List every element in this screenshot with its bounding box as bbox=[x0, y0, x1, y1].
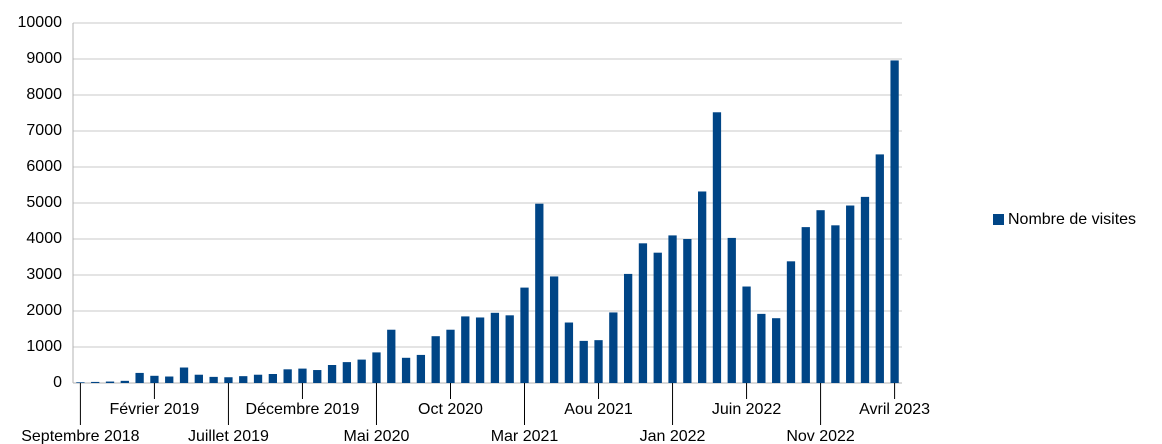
bar bbox=[401, 357, 411, 383]
bar bbox=[268, 374, 277, 383]
x-tick-label: Nov 2022 bbox=[786, 428, 855, 444]
x-tick-label: Mar 2021 bbox=[491, 428, 559, 444]
bar bbox=[712, 112, 722, 383]
bar bbox=[860, 196, 870, 383]
x-tick-label: Avril 2023 bbox=[859, 401, 930, 418]
bar bbox=[549, 276, 559, 383]
bar bbox=[786, 261, 796, 383]
bar bbox=[609, 312, 618, 383]
legend-swatch bbox=[993, 214, 1004, 225]
bar bbox=[846, 205, 855, 383]
y-tick-label: 7000 bbox=[26, 122, 62, 139]
bar bbox=[194, 374, 203, 383]
bar bbox=[342, 362, 352, 383]
bar bbox=[91, 381, 100, 383]
bar bbox=[446, 329, 455, 383]
bar bbox=[727, 237, 736, 383]
x-tick-label: Décembre 2019 bbox=[246, 401, 360, 418]
bar bbox=[150, 375, 159, 383]
x-tick-label: Février 2019 bbox=[110, 401, 200, 418]
bar bbox=[372, 352, 381, 383]
bar bbox=[298, 368, 307, 383]
bar bbox=[564, 322, 574, 383]
x-tick-label: Juin 2022 bbox=[712, 401, 781, 418]
bar bbox=[120, 380, 129, 383]
bar bbox=[683, 239, 692, 383]
bar bbox=[816, 210, 825, 383]
bar bbox=[801, 227, 810, 383]
y-tick-label: 4000 bbox=[26, 230, 62, 247]
bar bbox=[357, 359, 366, 383]
y-tick-label: 10000 bbox=[18, 14, 63, 31]
bar bbox=[890, 60, 899, 383]
bar bbox=[668, 235, 677, 383]
bar bbox=[475, 317, 485, 383]
bar bbox=[535, 203, 544, 383]
bar bbox=[239, 376, 248, 383]
bar bbox=[76, 382, 85, 383]
x-tick-label: Juillet 2019 bbox=[188, 428, 269, 444]
bar bbox=[135, 372, 144, 383]
y-tick-label: 9000 bbox=[26, 50, 62, 67]
bar bbox=[327, 365, 337, 383]
y-tick-label: 3000 bbox=[26, 266, 62, 283]
x-tick-label: Aou 2021 bbox=[564, 401, 633, 418]
bar bbox=[224, 377, 233, 383]
legend-label: Nombre de visites bbox=[1008, 211, 1136, 228]
bar bbox=[757, 313, 766, 383]
bar bbox=[875, 154, 884, 383]
bar bbox=[283, 369, 292, 383]
bar bbox=[209, 376, 218, 383]
bar bbox=[742, 286, 751, 383]
bar bbox=[416, 354, 426, 383]
bar bbox=[772, 318, 781, 383]
bar bbox=[490, 312, 500, 383]
bar bbox=[313, 370, 322, 383]
y-tick-label: 5000 bbox=[26, 194, 62, 211]
y-tick-label: 0 bbox=[53, 374, 62, 391]
x-tick-label: Septembre 2018 bbox=[21, 428, 139, 444]
bar bbox=[165, 376, 174, 383]
bar bbox=[653, 252, 662, 383]
y-tick-label: 2000 bbox=[26, 302, 62, 319]
bar bbox=[431, 336, 440, 383]
x-tick-label: Mai 2020 bbox=[344, 428, 410, 444]
bar bbox=[698, 191, 707, 383]
bar bbox=[579, 340, 588, 383]
bar bbox=[253, 374, 263, 383]
bar bbox=[594, 340, 603, 383]
y-tick-label: 6000 bbox=[26, 158, 62, 175]
y-tick-label: 8000 bbox=[26, 86, 62, 103]
bar bbox=[105, 381, 115, 383]
bar bbox=[461, 316, 470, 383]
bar bbox=[831, 225, 840, 383]
bar bbox=[623, 273, 633, 383]
x-tick-label: Jan 2022 bbox=[640, 428, 706, 444]
bar bbox=[179, 367, 189, 383]
x-tick-label: Oct 2020 bbox=[418, 401, 483, 418]
bar bbox=[387, 329, 396, 383]
bar bbox=[520, 287, 529, 383]
bar bbox=[505, 315, 514, 383]
y-tick-label: 1000 bbox=[26, 338, 62, 355]
bar bbox=[638, 243, 648, 383]
